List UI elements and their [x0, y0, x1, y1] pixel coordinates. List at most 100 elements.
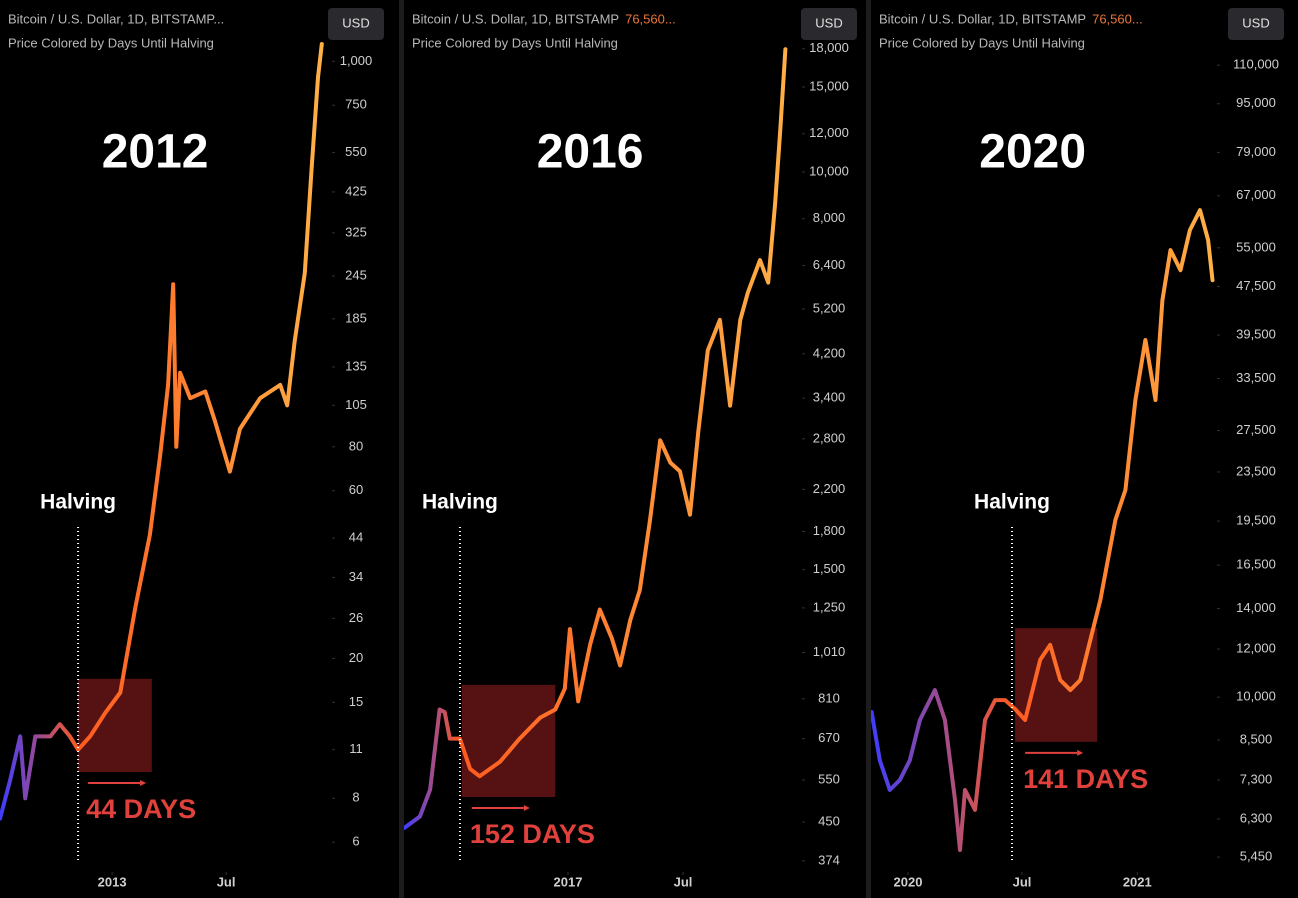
y-tick-label: 1,010 — [813, 644, 846, 659]
y-tick-label: 10,000 — [1236, 689, 1276, 704]
y-tick-label: 4,200 — [813, 345, 846, 360]
duration-label: 141 DAYS — [1023, 764, 1148, 794]
y-tick-label: 11 — [349, 741, 363, 756]
subtitle: Price Colored by Days Until Halving — [412, 35, 618, 50]
y-tick-label: 2,200 — [813, 481, 846, 496]
year-label: 2020 — [979, 126, 1086, 179]
currency-label: USD — [342, 15, 369, 30]
y-tick-label: 1,250 — [813, 599, 846, 614]
y-tick-label: 750 — [345, 97, 367, 112]
y-tick-label: 20 — [349, 650, 363, 665]
y-tick-label: 8,500 — [1240, 731, 1273, 746]
y-tick-label: 14,000 — [1236, 600, 1276, 615]
y-tick-label: 39,500 — [1236, 327, 1276, 342]
y-tick-label: 6,400 — [813, 257, 846, 272]
highlight-box — [461, 684, 556, 798]
year-label: 2012 — [102, 126, 209, 179]
y-tick-label: 44 — [349, 530, 363, 545]
price-line — [0, 42, 324, 821]
y-tick-label: 8,000 — [813, 210, 846, 225]
currency-button — [801, 8, 857, 40]
price-label: 76,560... — [1092, 11, 1143, 26]
y-tick-label: 27,500 — [1236, 422, 1276, 437]
x-tick-label: 2017 — [554, 874, 583, 889]
x-tick-label: Jul — [1013, 874, 1032, 889]
price-line — [871, 208, 1215, 852]
currency-label: USD — [815, 15, 842, 30]
y-tick-label: 110,000 — [1233, 57, 1279, 72]
price-line — [404, 47, 788, 830]
halving-label: Halving — [40, 491, 116, 514]
y-tick-label: 2,800 — [813, 430, 846, 445]
y-tick-label: 1,500 — [813, 561, 846, 576]
y-tick-label: 245 — [345, 267, 367, 282]
x-tick-label: 2021 — [1123, 874, 1152, 889]
y-tick-label: 80 — [349, 438, 363, 453]
highlight-box — [1015, 628, 1098, 742]
y-tick-label: 6 — [352, 834, 359, 849]
y-tick-label: 425 — [345, 183, 367, 198]
y-tick-label: 16,500 — [1236, 557, 1276, 572]
y-tick-label: 135 — [345, 358, 367, 373]
y-tick-label: 5,200 — [813, 301, 846, 316]
duration-arrowhead — [523, 805, 530, 812]
y-tick-label: 3,400 — [813, 390, 846, 405]
duration-label: 44 DAYS — [86, 794, 196, 824]
y-tick-label: 79,000 — [1236, 144, 1276, 159]
x-tick-label: Jul — [217, 874, 236, 889]
y-tick-label: 1,000 — [340, 53, 373, 68]
y-tick-label: 7,300 — [1240, 772, 1273, 787]
currency-label: USD — [1242, 15, 1269, 30]
y-tick-label: 105 — [345, 397, 367, 412]
y-tick-label: 8 — [352, 790, 359, 805]
y-tick-label: 67,000 — [1236, 187, 1276, 202]
y-tick-label: 95,000 — [1236, 95, 1276, 110]
subtitle: Price Colored by Days Until Halving — [879, 35, 1085, 50]
halving-label: Halving — [974, 491, 1050, 514]
x-tick-label: 2013 — [98, 874, 127, 889]
duration-arrowhead — [1077, 749, 1084, 756]
y-tick-label: 6,300 — [1240, 810, 1273, 825]
y-tick-label: 60 — [349, 482, 363, 497]
y-tick-label: 10,000 — [809, 163, 849, 178]
chart-title: Bitcoin / U.S. Dollar, 1D, BITSTAMP — [879, 11, 1086, 26]
panel — [0, 0, 399, 898]
y-tick-label: 1,800 — [813, 523, 846, 538]
duration-label: 152 DAYS — [470, 819, 595, 849]
y-tick-label: 550 — [345, 144, 367, 159]
y-tick-label: 19,500 — [1236, 513, 1276, 528]
y-tick-label: 810 — [818, 690, 840, 705]
chart-title: Bitcoin / U.S. Dollar, 1D, BITSTAMP — [412, 11, 619, 26]
year-label: 2016 — [537, 126, 644, 179]
chart-title: Bitcoin / U.S. Dollar, 1D, BITSTAMP... — [8, 11, 224, 26]
highlight-box — [78, 678, 152, 773]
y-tick-label: 325 — [345, 224, 367, 239]
y-tick-label: 5,450 — [1240, 849, 1273, 864]
y-tick-label: 33,500 — [1236, 370, 1276, 385]
y-tick-label: 15 — [349, 694, 363, 709]
y-tick-label: 23,500 — [1236, 463, 1276, 478]
duration-arrowhead — [140, 780, 147, 787]
subtitle: Price Colored by Days Until Halving — [8, 35, 214, 50]
y-tick-label: 47,500 — [1236, 278, 1276, 293]
y-tick-label: 185 — [345, 310, 367, 325]
price-label: 76,560... — [625, 11, 676, 26]
panel — [871, 0, 1298, 898]
y-tick-label: 12,000 — [809, 125, 849, 140]
halving-label: Halving — [422, 491, 498, 514]
y-tick-label: 670 — [818, 730, 840, 745]
y-tick-label: 34 — [349, 569, 363, 584]
y-tick-label: 26 — [349, 610, 363, 625]
y-tick-label: 550 — [818, 771, 840, 786]
y-tick-label: 450 — [818, 813, 840, 828]
y-tick-label: 12,000 — [1236, 641, 1276, 656]
currency-button — [328, 8, 384, 40]
currency-button — [1228, 8, 1284, 40]
y-tick-label: 374 — [818, 852, 840, 867]
x-tick-label: Jul — [674, 874, 693, 889]
y-tick-label: 15,000 — [809, 78, 849, 93]
y-tick-label: 18,000 — [809, 40, 849, 55]
x-tick-label: 2020 — [894, 874, 923, 889]
